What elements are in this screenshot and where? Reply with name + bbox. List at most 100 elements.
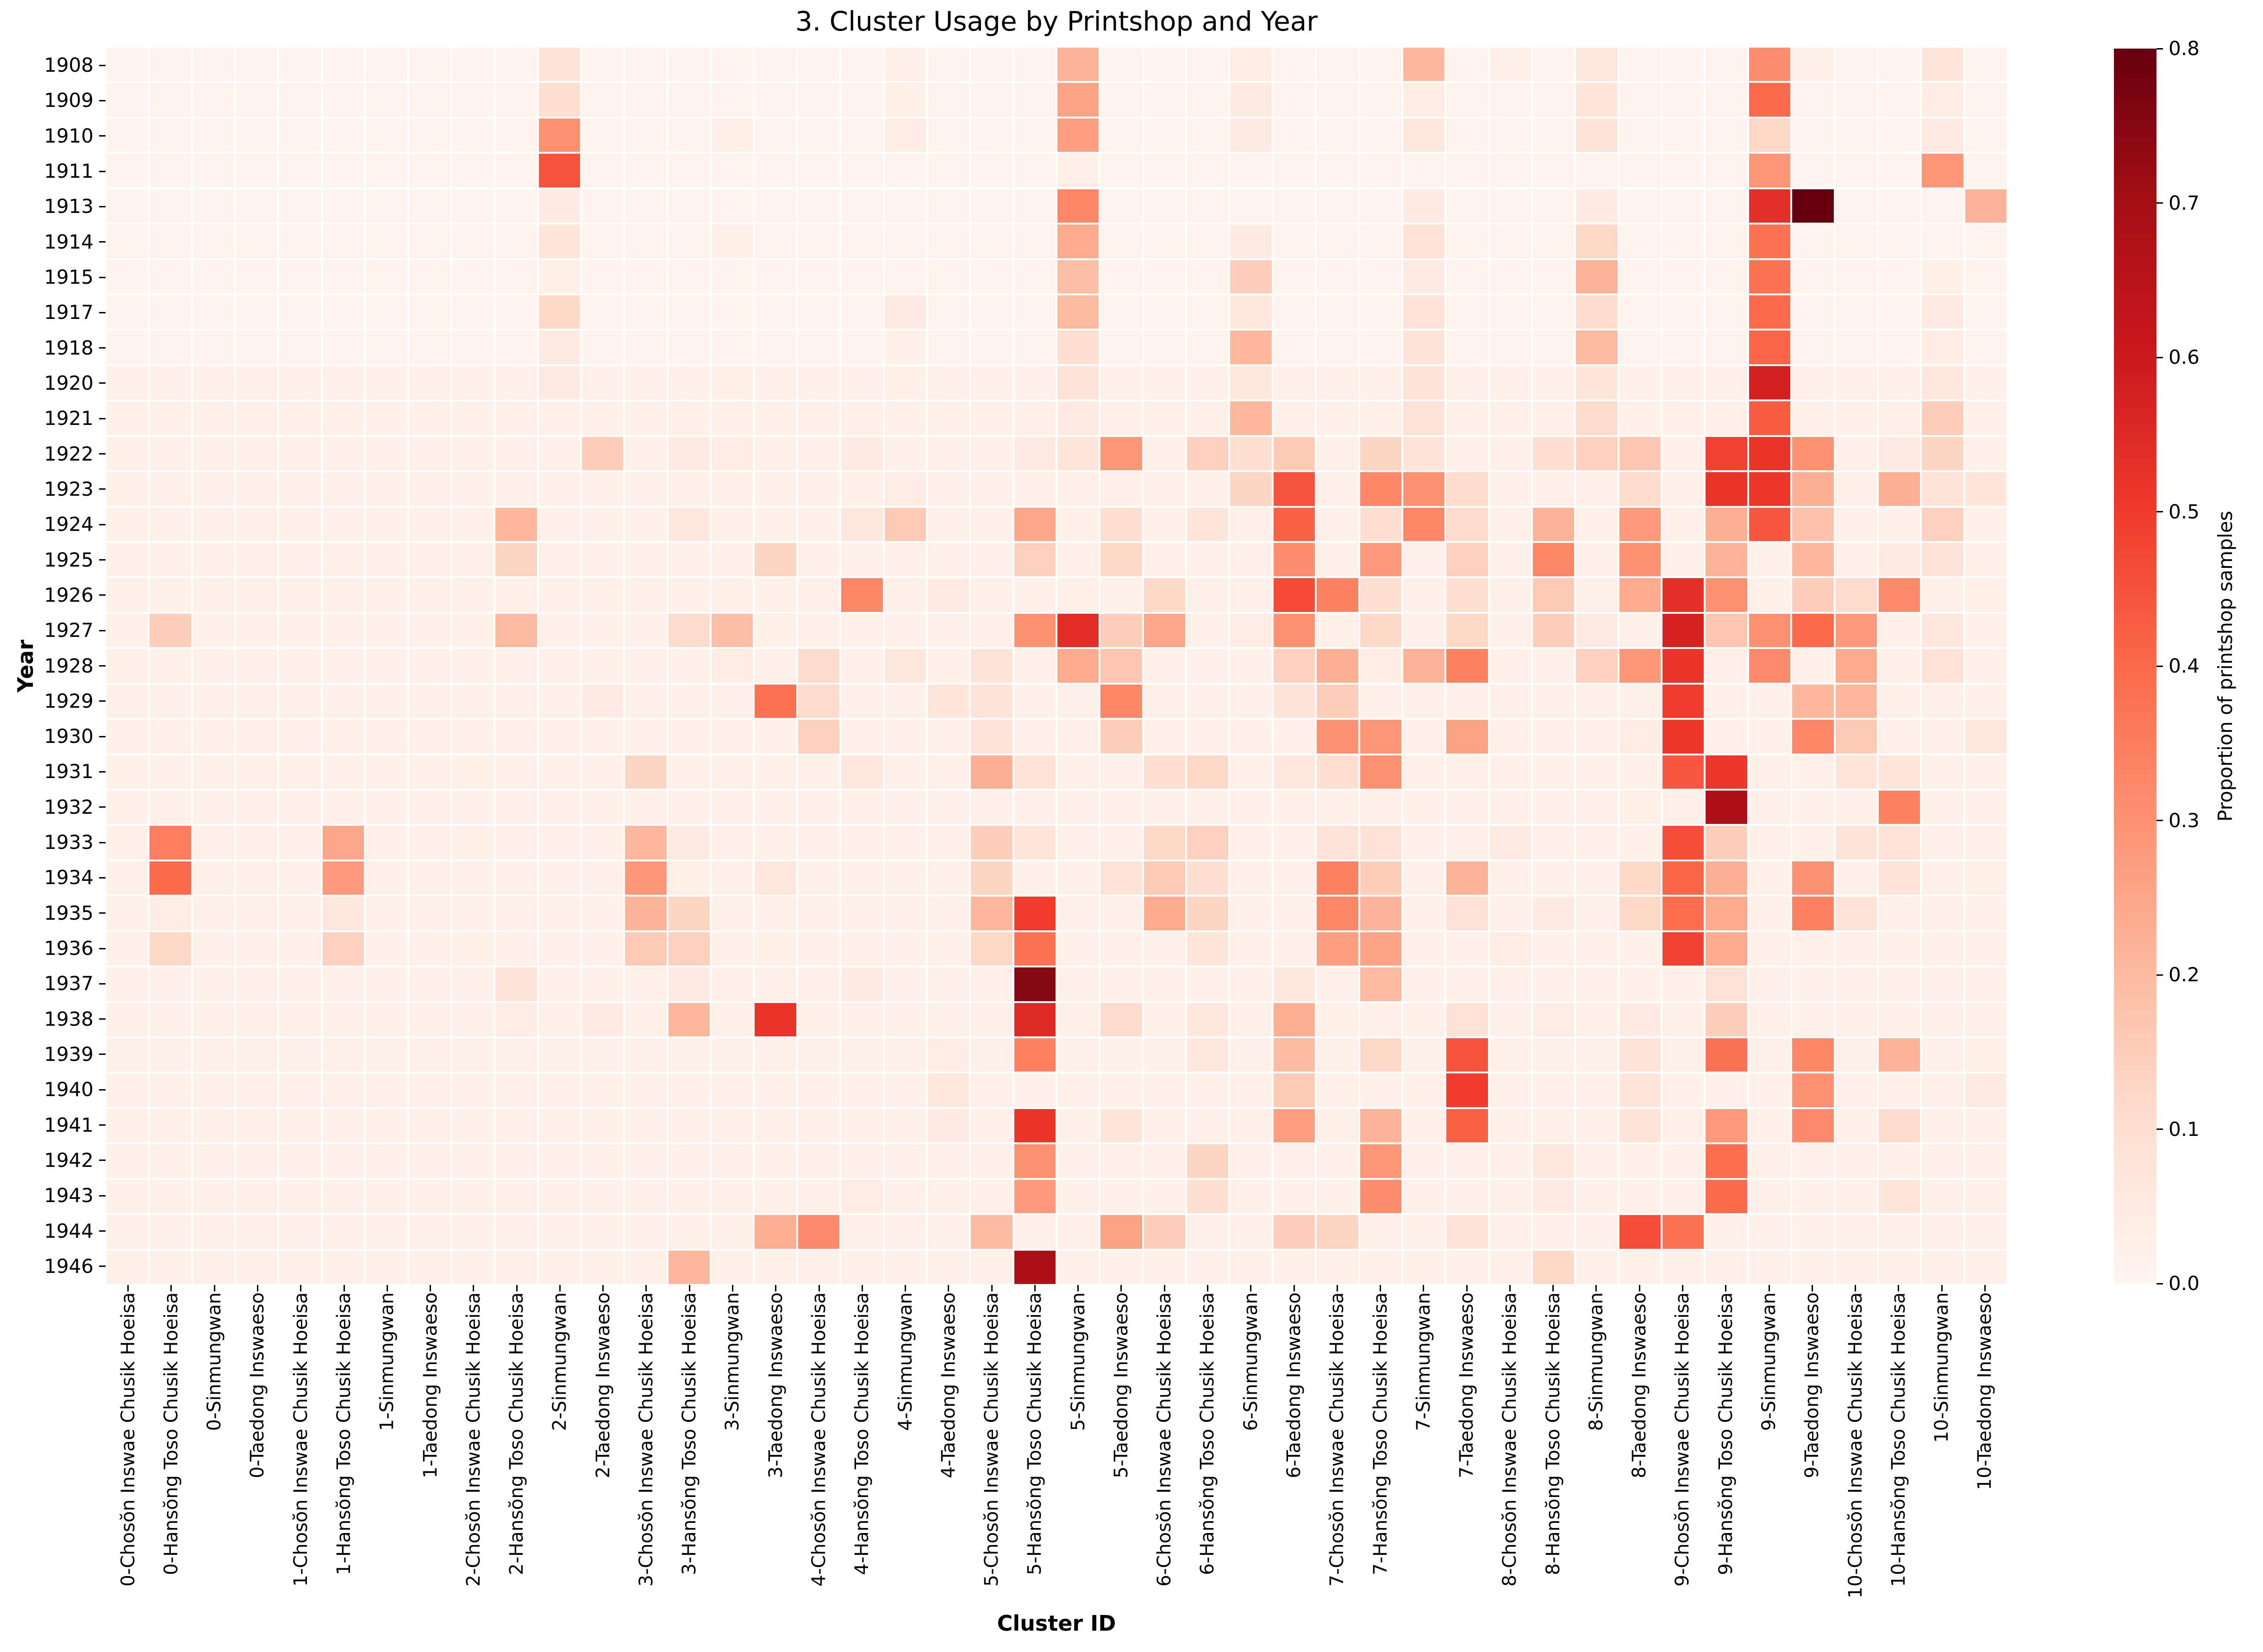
heatmap-cell bbox=[1489, 224, 1531, 258]
heatmap-cell bbox=[1144, 1179, 1186, 1214]
heatmap-cell bbox=[538, 932, 580, 966]
heatmap-cell bbox=[279, 224, 321, 258]
heatmap-cell bbox=[798, 48, 840, 81]
colorbar-tick-label: 0.0 bbox=[2169, 1272, 2200, 1295]
heatmap-cell bbox=[1317, 755, 1358, 789]
heatmap-cell bbox=[193, 1109, 235, 1143]
heatmap-cell bbox=[1533, 1179, 1575, 1214]
heatmap-cell bbox=[1922, 118, 1963, 152]
heatmap-cell bbox=[1230, 118, 1272, 152]
heatmap-cell bbox=[1144, 260, 1186, 293]
heatmap-cell bbox=[1792, 1003, 1834, 1036]
heatmap-cell bbox=[106, 967, 148, 1001]
heatmap-cell bbox=[1835, 791, 1877, 824]
x-tick-mark bbox=[1725, 1285, 1727, 1291]
heatmap-cell bbox=[452, 48, 494, 81]
heatmap-cell bbox=[1663, 967, 1704, 1001]
heatmap-cell bbox=[1057, 543, 1099, 577]
heatmap-cell bbox=[150, 189, 191, 223]
heatmap-cell bbox=[409, 791, 450, 824]
x-tick-label: 5-Taedong Inswaeso bbox=[1110, 1292, 1132, 1478]
x-tick-label: 4-Sinmungwan bbox=[894, 1292, 916, 1431]
heatmap-cell bbox=[1619, 507, 1661, 541]
heatmap-cell bbox=[1619, 224, 1661, 258]
heatmap-cell bbox=[1533, 720, 1575, 754]
heatmap-cell bbox=[409, 755, 450, 789]
heatmap-cell bbox=[538, 1073, 580, 1107]
heatmap-cell bbox=[1230, 1109, 1272, 1143]
heatmap-cell bbox=[971, 861, 1013, 895]
heatmap-cell bbox=[1446, 897, 1488, 930]
heatmap-cell bbox=[884, 189, 926, 223]
heatmap-cell bbox=[279, 1179, 321, 1214]
heatmap-cell bbox=[1317, 1109, 1358, 1143]
heatmap-cell bbox=[1663, 649, 1704, 683]
heatmap-cell bbox=[1792, 83, 1834, 117]
heatmap-cell bbox=[625, 260, 667, 293]
heatmap-cell bbox=[625, 932, 667, 966]
heatmap-cell bbox=[841, 118, 883, 152]
heatmap-cell bbox=[1360, 436, 1401, 471]
heatmap-cell bbox=[1576, 189, 1618, 223]
y-tick-label: 1909 bbox=[44, 89, 94, 112]
heatmap-cell bbox=[1187, 826, 1229, 860]
heatmap-cell bbox=[1273, 189, 1315, 223]
heatmap-cell bbox=[1749, 295, 1791, 329]
heatmap-cell bbox=[495, 330, 537, 364]
heatmap-cell bbox=[1230, 649, 1272, 683]
heatmap-cell bbox=[409, 578, 450, 612]
heatmap-cell bbox=[1835, 507, 1877, 541]
heatmap-cell bbox=[1706, 613, 1747, 648]
y-tick-label: 1914 bbox=[44, 230, 94, 253]
heatmap-cell bbox=[1792, 755, 1834, 789]
heatmap-cell bbox=[668, 366, 710, 400]
heatmap-cell bbox=[625, 330, 667, 364]
heatmap-cell bbox=[668, 861, 710, 895]
heatmap-cell bbox=[1230, 295, 1272, 329]
heatmap-cell bbox=[1663, 897, 1704, 930]
heatmap-cell bbox=[366, 649, 407, 683]
heatmap-cell bbox=[1057, 1144, 1099, 1178]
heatmap-cell bbox=[1144, 720, 1186, 754]
heatmap-cell bbox=[1489, 613, 1531, 648]
heatmap-cell bbox=[1835, 472, 1877, 506]
heatmap-cell bbox=[193, 472, 235, 506]
heatmap-cell bbox=[1446, 720, 1488, 754]
heatmap-cell bbox=[1446, 507, 1488, 541]
heatmap-cell bbox=[668, 649, 710, 683]
heatmap-cell bbox=[582, 543, 624, 577]
heatmap-cell bbox=[1187, 684, 1229, 718]
heatmap-cell bbox=[1533, 401, 1575, 435]
heatmap-cell bbox=[452, 1073, 494, 1107]
heatmap-cell bbox=[452, 295, 494, 329]
heatmap-cell bbox=[1446, 543, 1488, 577]
x-tick-label: 0-Chosŏn Inswae Chusik Hoeisa bbox=[117, 1292, 139, 1587]
heatmap-cell bbox=[971, 330, 1013, 364]
heatmap-cell bbox=[1187, 1003, 1229, 1036]
heatmap-cell bbox=[625, 684, 667, 718]
heatmap-cell bbox=[712, 649, 753, 683]
heatmap-cell bbox=[1835, 436, 1877, 471]
heatmap-cell bbox=[322, 118, 364, 152]
heatmap-cell bbox=[625, 967, 667, 1001]
heatmap-cell bbox=[884, 1215, 926, 1249]
heatmap-cell bbox=[712, 1038, 753, 1072]
heatmap-cell bbox=[1144, 83, 1186, 117]
heatmap-cell bbox=[1792, 189, 1834, 223]
heatmap-cell bbox=[712, 260, 753, 293]
heatmap-cell bbox=[1533, 154, 1575, 187]
heatmap-cell bbox=[1792, 1215, 1834, 1249]
heatmap-cell bbox=[1835, 1250, 1877, 1284]
heatmap-cell bbox=[1922, 260, 1963, 293]
heatmap-cell bbox=[150, 649, 191, 683]
heatmap-cell bbox=[755, 755, 796, 789]
heatmap-cell bbox=[668, 260, 710, 293]
heatmap-cell bbox=[1706, 543, 1747, 577]
heatmap-cell bbox=[755, 720, 796, 754]
heatmap-cell bbox=[1922, 189, 1963, 223]
heatmap-cell bbox=[841, 1003, 883, 1036]
heatmap-cell bbox=[841, 578, 883, 612]
heatmap-cell bbox=[452, 791, 494, 824]
heatmap-cell bbox=[884, 578, 926, 612]
heatmap-cell bbox=[495, 755, 537, 789]
